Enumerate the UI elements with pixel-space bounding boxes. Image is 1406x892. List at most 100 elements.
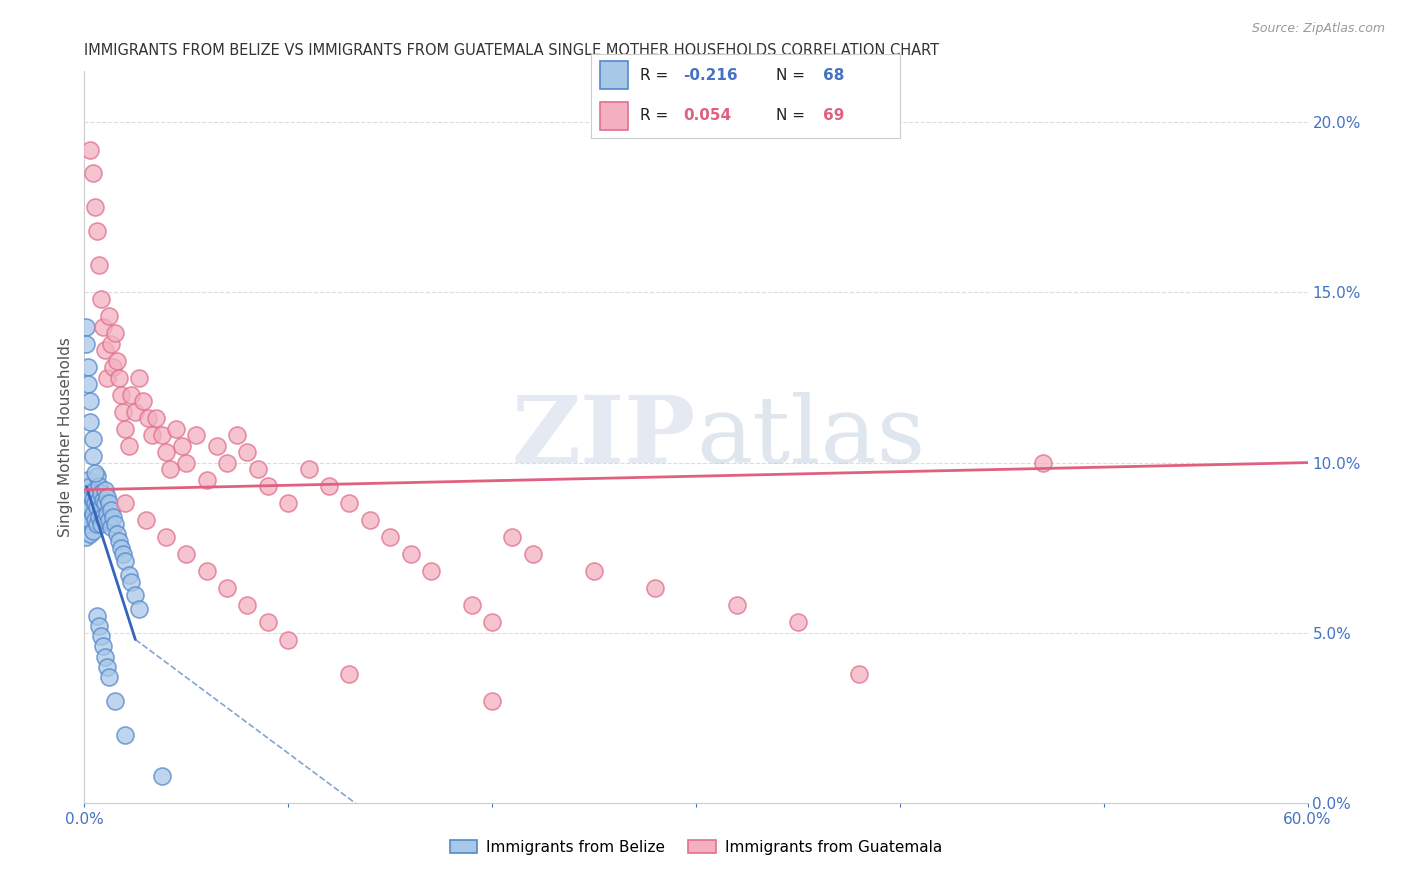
Point — [195, 565, 218, 579]
Point — [104, 516, 127, 531]
Point — [79, 394, 101, 409]
Point — [101, 360, 124, 375]
Point — [82, 166, 104, 180]
Point — [159, 462, 181, 476]
Point — [205, 439, 228, 453]
Point — [236, 445, 259, 459]
Y-axis label: Single Mother Households: Single Mother Households — [58, 337, 73, 537]
Point — [246, 462, 269, 476]
Point — [82, 524, 104, 538]
Point — [217, 456, 239, 470]
Point — [79, 513, 101, 527]
Point — [110, 541, 132, 555]
Text: -0.216: -0.216 — [683, 68, 738, 83]
Point — [96, 490, 118, 504]
Point — [77, 473, 100, 487]
Point — [114, 554, 136, 568]
Point — [120, 574, 142, 589]
Point — [217, 582, 239, 596]
Point — [97, 310, 120, 324]
Point — [86, 224, 108, 238]
Point — [86, 608, 108, 623]
Point — [277, 496, 299, 510]
Point — [83, 496, 105, 510]
Point — [77, 516, 100, 531]
Text: N =: N = — [776, 108, 810, 123]
Text: R =: R = — [640, 108, 673, 123]
Point — [399, 548, 422, 562]
Point — [93, 513, 115, 527]
Point — [522, 548, 544, 562]
Point — [172, 439, 194, 453]
Point — [114, 728, 136, 742]
Point — [83, 466, 105, 480]
Point — [75, 336, 97, 351]
Text: 68: 68 — [823, 68, 844, 83]
Text: IMMIGRANTS FROM BELIZE VS IMMIGRANTS FROM GUATEMALA SINGLE MOTHER HOUSEHOLDS COR: IMMIGRANTS FROM BELIZE VS IMMIGRANTS FRO… — [84, 43, 939, 58]
Point — [96, 370, 118, 384]
Point — [136, 411, 159, 425]
Point — [114, 496, 136, 510]
Point — [82, 449, 104, 463]
Point — [155, 445, 177, 459]
Point — [104, 694, 127, 708]
Point — [75, 531, 97, 545]
Text: ZIP: ZIP — [512, 392, 696, 482]
Point — [86, 469, 108, 483]
Point — [90, 486, 112, 500]
Point — [90, 500, 112, 514]
Point — [174, 456, 197, 470]
Point — [86, 516, 108, 531]
Point — [90, 516, 112, 531]
Point — [128, 370, 150, 384]
Point — [120, 387, 142, 401]
Point — [83, 201, 105, 215]
Point — [87, 510, 110, 524]
Point — [93, 649, 115, 664]
Point — [79, 500, 101, 514]
Point — [100, 520, 122, 534]
Point — [481, 615, 503, 630]
Point — [83, 483, 105, 497]
Point — [97, 513, 120, 527]
Point — [150, 768, 173, 782]
Bar — [600, 102, 627, 130]
Point — [165, 421, 187, 435]
Point — [93, 483, 115, 497]
Point — [141, 428, 163, 442]
Point — [87, 479, 110, 493]
Point — [82, 493, 104, 508]
Point — [93, 343, 115, 358]
Point — [105, 353, 128, 368]
Point — [86, 486, 108, 500]
Point — [77, 377, 100, 392]
Point — [87, 493, 110, 508]
Point — [226, 428, 249, 442]
Point — [124, 588, 146, 602]
Point — [583, 565, 606, 579]
Point — [114, 421, 136, 435]
Point — [75, 496, 97, 510]
Point — [195, 473, 218, 487]
Point — [420, 565, 443, 579]
Point — [725, 599, 748, 613]
Point — [93, 496, 115, 510]
Point — [101, 510, 124, 524]
Point — [155, 531, 177, 545]
Point — [339, 496, 361, 510]
Point — [83, 513, 105, 527]
Point — [97, 496, 120, 510]
Text: Source: ZipAtlas.com: Source: ZipAtlas.com — [1251, 22, 1385, 36]
Point — [257, 615, 280, 630]
Point — [108, 370, 131, 384]
Point — [91, 493, 114, 508]
Bar — [600, 62, 627, 89]
Point — [82, 507, 104, 521]
Text: atlas: atlas — [696, 392, 925, 482]
Point — [318, 479, 340, 493]
Point — [91, 319, 114, 334]
Point — [75, 319, 97, 334]
Point — [298, 462, 321, 476]
Point — [87, 619, 110, 633]
Point — [79, 415, 101, 429]
